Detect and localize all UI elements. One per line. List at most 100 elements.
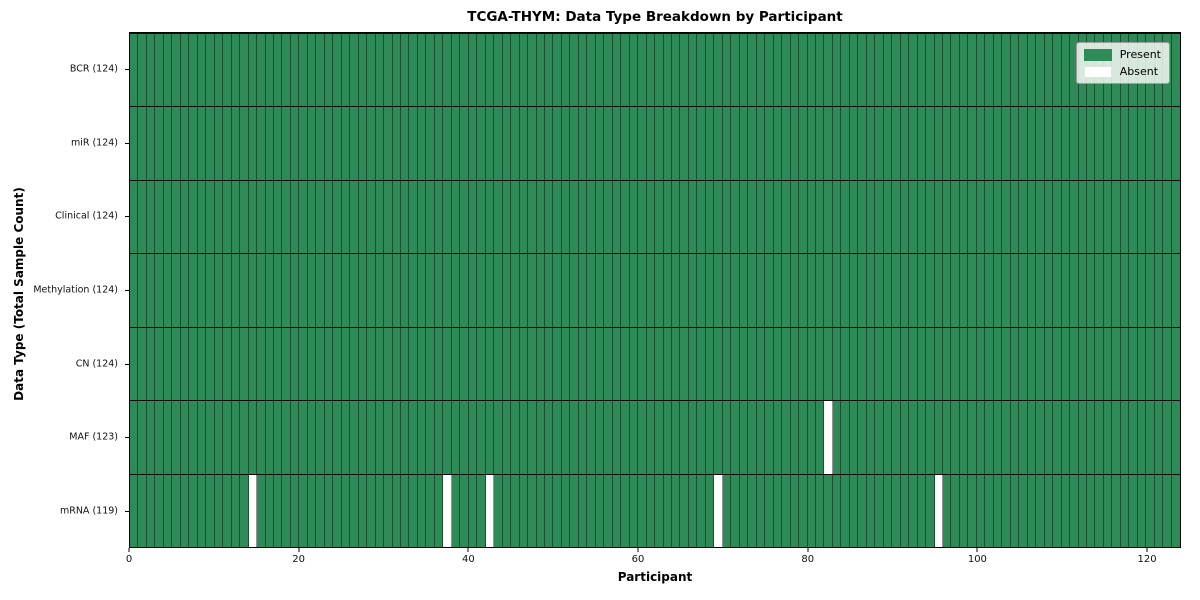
- heatmap-cell: [909, 107, 918, 180]
- heatmap-cell: [189, 254, 198, 327]
- heatmap-cell: [172, 254, 181, 327]
- heatmap-cell: [875, 474, 884, 547]
- heatmap-cell: [282, 107, 291, 180]
- heatmap-cell: [722, 107, 732, 180]
- x-tick-mark: [128, 548, 130, 552]
- heatmap-cell: [189, 180, 198, 254]
- heatmap-cell: [815, 254, 825, 327]
- heatmap-cell: [333, 327, 342, 401]
- heatmap-cell: [392, 107, 401, 180]
- heatmap-cell: [511, 474, 520, 547]
- heatmap-cell: [799, 180, 808, 254]
- heatmap-cell: [1120, 107, 1130, 180]
- y-tick-label: mRNA (119): [59, 505, 118, 517]
- heatmap-cell: [1002, 107, 1011, 180]
- heatmap-cell: [604, 401, 613, 474]
- heatmap-cell: [197, 327, 207, 401]
- heatmap-cell: [290, 401, 300, 474]
- heatmap-cell: [900, 254, 910, 327]
- heatmap-cell: [1019, 474, 1028, 547]
- heatmap-cell: [494, 327, 503, 401]
- heatmap-cell: [206, 180, 215, 254]
- heatmap-cell: [460, 401, 469, 474]
- heatmap-cell: [1171, 34, 1180, 107]
- heatmap-cell: [705, 327, 715, 401]
- heatmap-cell: [612, 34, 622, 107]
- heatmap-cell: [688, 254, 698, 327]
- heatmap-cell: [1095, 474, 1104, 547]
- heatmap-cell: [265, 34, 274, 107]
- heatmap-cell: [595, 401, 605, 474]
- heatmap-cell: [485, 327, 495, 401]
- heatmap-cell: [959, 180, 969, 254]
- heatmap-cell: [722, 254, 732, 327]
- heatmap-cell: [807, 401, 816, 474]
- heatmap-cell: [451, 327, 461, 401]
- heatmap-cell: [638, 254, 647, 327]
- heatmap-cell: [528, 254, 537, 327]
- heatmap-cell: [959, 107, 969, 180]
- heatmap-cell: [638, 180, 647, 254]
- x-tick-mark: [807, 548, 809, 552]
- heatmap-cell: [782, 401, 791, 474]
- heatmap-cell: [494, 107, 503, 180]
- heatmap-cell: [1010, 180, 1020, 254]
- heatmap-cell: [248, 34, 258, 107]
- x-tick-label: 120: [1137, 554, 1157, 565]
- heatmap-cell: [578, 107, 588, 180]
- y-tick-mark: [125, 216, 129, 218]
- heatmap-cell: [765, 474, 774, 547]
- heatmap-cell: [324, 401, 334, 474]
- heatmap-cell: [1154, 254, 1164, 327]
- heatmap-cell: [155, 474, 164, 547]
- heatmap-cell: [384, 254, 393, 327]
- heatmap-cell: [858, 401, 867, 474]
- legend-entry-absent: Absent: [1083, 65, 1161, 78]
- heatmap-cell: [892, 474, 901, 547]
- y-tick-mark: [125, 68, 129, 70]
- heatmap-cell: [1027, 107, 1037, 180]
- heatmap-cell: [968, 107, 977, 180]
- y-tick-mark: [125, 511, 129, 513]
- heatmap-cell: [265, 327, 274, 401]
- heatmap-cell: [1163, 474, 1172, 547]
- heatmap-cell: [358, 474, 368, 547]
- heatmap-cell: [604, 107, 613, 180]
- heatmap-cell: [324, 254, 334, 327]
- heatmap-cell: [231, 401, 241, 474]
- heatmap-cell: [206, 107, 215, 180]
- heatmap-cell: [714, 34, 723, 107]
- heatmap-cell: [544, 107, 554, 180]
- heatmap-cell: [367, 401, 376, 474]
- heatmap-cell: [951, 401, 960, 474]
- heatmap-cell: [680, 254, 689, 327]
- heatmap-cell: [917, 327, 927, 401]
- heatmap-cell: [1163, 401, 1172, 474]
- heatmap-cell: [409, 474, 418, 547]
- heatmap-cell: [223, 254, 232, 327]
- heatmap-cell: [612, 254, 622, 327]
- heatmap-cell: [468, 327, 478, 401]
- heatmap-cell: [1061, 34, 1071, 107]
- heatmap-cell: [917, 254, 927, 327]
- heatmap-cell: [384, 107, 393, 180]
- y-axis: BCR (124) miR (124) Clinical (124) Methylat…: [0, 32, 129, 548]
- heatmap-cell: [367, 254, 376, 327]
- heatmap-cell: [883, 107, 893, 180]
- heatmap-cell: [341, 401, 351, 474]
- heatmap-cell: [765, 401, 774, 474]
- heatmap-cell: [485, 34, 495, 107]
- heatmap-cell: [333, 34, 342, 107]
- heatmap-cell: [468, 180, 478, 254]
- heatmap-cell: [417, 327, 427, 401]
- x-tick-mark: [298, 548, 300, 552]
- heatmap-cell: [257, 34, 266, 107]
- heatmap-cell: [350, 34, 359, 107]
- heatmap-cell: [1019, 34, 1028, 107]
- heatmap-cell: [358, 401, 368, 474]
- heatmap-cell: [1027, 254, 1037, 327]
- heatmap-cell: [959, 254, 969, 327]
- heatmap-cell: [739, 327, 749, 401]
- heatmap-cell: [451, 254, 461, 327]
- heatmap-cell: [578, 474, 588, 547]
